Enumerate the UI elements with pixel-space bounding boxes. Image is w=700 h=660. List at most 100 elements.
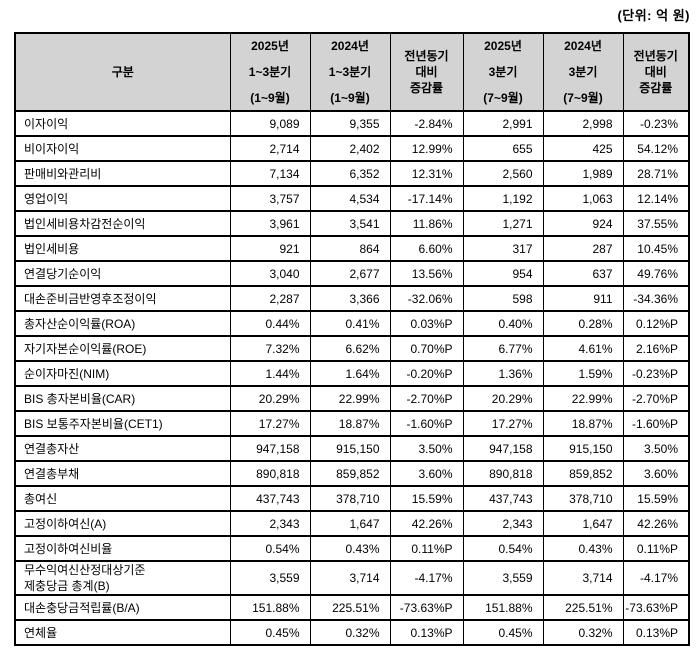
header-line: 1~3분기 (248, 65, 292, 79)
cell-value: 915,150 (309, 435, 391, 462)
column-header-lines: 전년동기 대비 증감률 (624, 49, 689, 95)
cell-value: 15.59% (622, 485, 690, 512)
header-line: 전년동기 (633, 49, 678, 63)
cell-value: 3.60% (622, 460, 690, 487)
column-header-5: 2024년 3분기 (7~9월) (542, 32, 624, 112)
column-header-4: 2025년 3분기 (7~9월) (462, 32, 544, 112)
cell-value: 151.88% (229, 594, 311, 621)
cell-value: -73.63%P (622, 594, 690, 621)
table-row: 대손준비금반영후조정이익 2,287 3,366 -32.06% 598 911 -34.3… (14, 285, 690, 312)
cell-value: 4.61% (542, 335, 624, 362)
table-row: 이자이익 9,089 9,355 -2.84% 2,991 2,998 -0.23% (14, 110, 690, 137)
cell-value: 6.62% (309, 335, 391, 362)
row-label: 연결당기순이익 (14, 260, 231, 287)
cell-value: 17.27% (462, 410, 544, 437)
cell-value: -17.14% (389, 185, 464, 212)
header-line: (1~9월) (250, 91, 290, 105)
cell-value: 3,757 (229, 185, 311, 212)
cell-value: 924 (542, 210, 624, 237)
header-line: 대비 (415, 65, 438, 79)
cell-value: 1.36% (462, 360, 544, 387)
cell-value: 0.54% (229, 535, 311, 562)
cell-value: 0.32% (309, 619, 391, 646)
cell-value: 890,818 (462, 460, 544, 487)
row-label: 영업이익 (14, 185, 231, 212)
header-line: (1~9월) (330, 91, 370, 105)
cell-value: 1.59% (542, 360, 624, 387)
row-label: 순이자마진(NIM) (14, 360, 231, 387)
header-line: 2025년 (251, 39, 289, 53)
cell-value: 1,647 (309, 510, 391, 537)
row-label: 연체율 (14, 619, 231, 646)
table-row: 고정이하여신비율 0.54% 0.43% 0.11%P 0.54% 0.43% 0.11%P (14, 535, 690, 562)
header-line: 2025년 (484, 39, 522, 53)
cell-value: 42.26% (389, 510, 464, 537)
table-header-row: 구분 2025년 1~3분기 (1~9월) 2024년 1~3분기 (1~9월) 전년동기 대비… (14, 32, 690, 112)
cell-value: 0.45% (229, 619, 311, 646)
cell-value: 0.54% (462, 535, 544, 562)
cell-value: 2.16%P (622, 335, 690, 362)
cell-value: 225.51% (309, 594, 391, 621)
header-line: 2024년 (564, 39, 602, 53)
cell-value: 6,352 (309, 160, 391, 187)
cell-value: 3,714 (542, 560, 624, 596)
cell-value: 2,343 (462, 510, 544, 537)
cell-value: 1,989 (542, 160, 624, 187)
header-line: 증감률 (639, 81, 673, 95)
table-row: 자기자본순이익률(ROE) 7.32% 6.62% 0.70%P 6.77% 4.61% 2… (14, 335, 690, 362)
cell-value: 0.43% (309, 535, 391, 562)
row-label: 총자산순이익률(ROA) (14, 310, 231, 337)
cell-value: -34.36% (622, 285, 690, 312)
cell-value: 911 (542, 285, 624, 312)
cell-value: 890,818 (229, 460, 311, 487)
cell-value: 0.40% (462, 310, 544, 337)
cell-value: 655 (462, 135, 544, 162)
cell-value: 3,559 (462, 560, 544, 596)
column-header-lines: 전년동기 대비 증감률 (391, 49, 463, 95)
cell-value: -2.70%P (389, 385, 464, 412)
cell-value: 12.99% (389, 135, 464, 162)
cell-value: 11.86% (389, 210, 464, 237)
column-header-lines: 2025년 1~3분기 (1~9월) (231, 39, 310, 105)
cell-value: 22.99% (309, 385, 391, 412)
row-label: BIS 보통주자본비율(CET1) (14, 410, 231, 437)
row-label: 대손충당금적립률(B/A) (14, 594, 231, 621)
cell-value: 921 (229, 235, 311, 262)
cell-value: 20.29% (462, 385, 544, 412)
cell-value: 1,271 (462, 210, 544, 237)
column-header-2: 2024년 1~3분기 (1~9월) (309, 32, 391, 112)
cell-value: 20.29% (229, 385, 311, 412)
table-row: BIS 보통주자본비율(CET1) 17.27% 18.87% -1.60%P 17.2… (14, 410, 690, 437)
table-row: 총자산순이익률(ROA) 0.44% 0.41% 0.03%P 0.40% 0.28% 0.… (14, 310, 690, 337)
column-header-lines: 2024년 3분기 (7~9월) (544, 39, 623, 105)
cell-value: 864 (309, 235, 391, 262)
row-label: 자기자본순이익률(ROE) (14, 335, 231, 362)
row-label: 연결총자산 (14, 435, 231, 462)
cell-value: -0.20%P (389, 360, 464, 387)
cell-value: 10.45% (622, 235, 690, 262)
cell-value: 437,743 (229, 485, 311, 512)
cell-value: 3,961 (229, 210, 311, 237)
cell-value: -4.17% (622, 560, 690, 596)
cell-value: 378,710 (542, 485, 624, 512)
column-header-1: 2025년 1~3분기 (1~9월) (229, 32, 311, 112)
table-row: 무수익여신산정대상기준 제충당금 총계(B) 3,559 3,714 -4.17% 3,… (14, 560, 690, 596)
row-label: 연결총부채 (14, 460, 231, 487)
cell-value: 0.28% (542, 310, 624, 337)
cell-value: 9,089 (229, 110, 311, 137)
column-header-6: 전년동기 대비 증감률 (622, 32, 690, 112)
column-header-lines: 2025년 3분기 (7~9월) (464, 39, 543, 105)
cell-value: -1.60%P (389, 410, 464, 437)
unit-label: (단위: 억 원) (617, 8, 690, 23)
header-line: 2024년 (331, 39, 369, 53)
cell-value: 3,040 (229, 260, 311, 287)
table-row: 영업이익 3,757 4,534 -17.14% 1,192 1,063 12.14% (14, 185, 690, 212)
table-row: 판매비와관리비 7,134 6,352 12.31% 2,560 1,989 28.71% (14, 160, 690, 187)
row-label: 이자이익 (14, 110, 231, 137)
cell-value: 1.64% (309, 360, 391, 387)
cell-value: 598 (462, 285, 544, 312)
cell-value: 637 (542, 260, 624, 287)
row-label: 판매비와관리비 (14, 160, 231, 187)
cell-value: 915,150 (542, 435, 624, 462)
cell-value: 2,343 (229, 510, 311, 537)
